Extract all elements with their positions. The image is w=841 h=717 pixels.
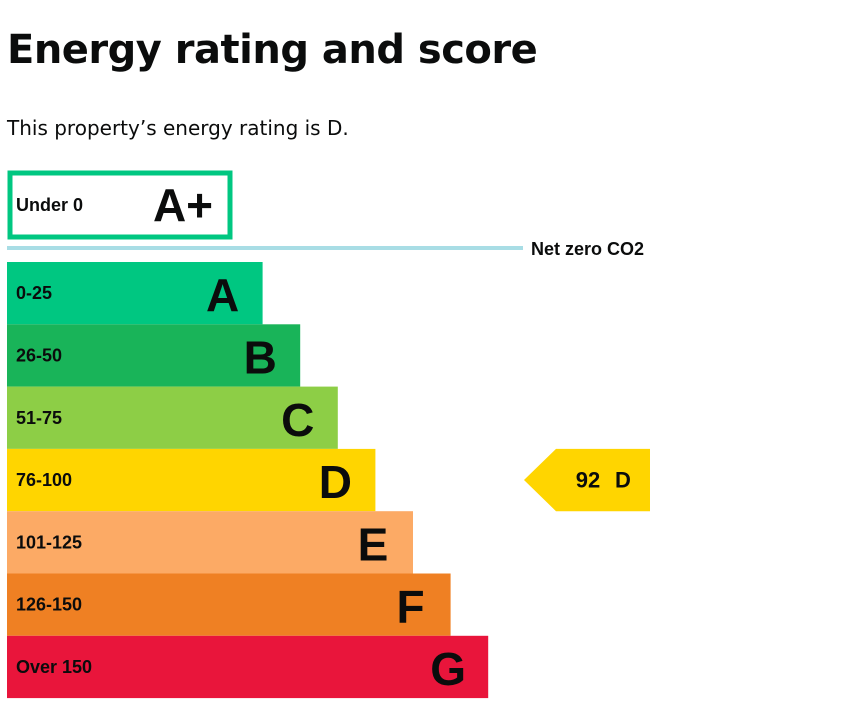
band-d-range: 76-100 [16, 470, 72, 490]
band-aplus-range: Under 0 [16, 195, 83, 215]
band-f-bar [7, 573, 451, 636]
rating-summary-value: D [326, 116, 343, 140]
band-g-range: Over 150 [16, 657, 92, 677]
band-e-range: 101-125 [16, 532, 82, 552]
page-title: Energy rating and score [7, 27, 538, 73]
band-a-range: 0-25 [16, 283, 52, 303]
band-e-bar [7, 511, 413, 574]
band-b-bar [7, 324, 301, 387]
band-g-bar [7, 635, 489, 699]
band-b-letter: B [244, 331, 277, 383]
band-f-letter: F [397, 581, 425, 633]
band-d-letter: D [319, 456, 352, 508]
band-c-range: 51-75 [16, 408, 62, 428]
band-f-range: 126-150 [16, 595, 82, 615]
band-aplus-box [7, 170, 233, 240]
rating-summary-prefix: This property’s energy rating is [7, 116, 327, 140]
band-aplus-letter: A+ [153, 179, 213, 231]
band-a-bar [7, 262, 263, 325]
net-zero-label: Net zero CO2 [531, 239, 644, 259]
band-c-bar [7, 386, 338, 449]
band-c-letter: C [281, 394, 314, 446]
rating-summary-suffix: . [342, 116, 349, 140]
rating-summary: This property’s energy rating is D. [7, 114, 349, 142]
current-rating-letter: D [615, 468, 631, 493]
band-d-bar [7, 448, 376, 512]
band-g-letter: G [430, 643, 466, 695]
current-score: 92 [576, 468, 600, 493]
band-e-letter: E [358, 518, 389, 570]
band-b-range: 26-50 [16, 345, 62, 365]
band-a-letter: A [206, 269, 239, 321]
current-rating-marker [524, 448, 650, 512]
